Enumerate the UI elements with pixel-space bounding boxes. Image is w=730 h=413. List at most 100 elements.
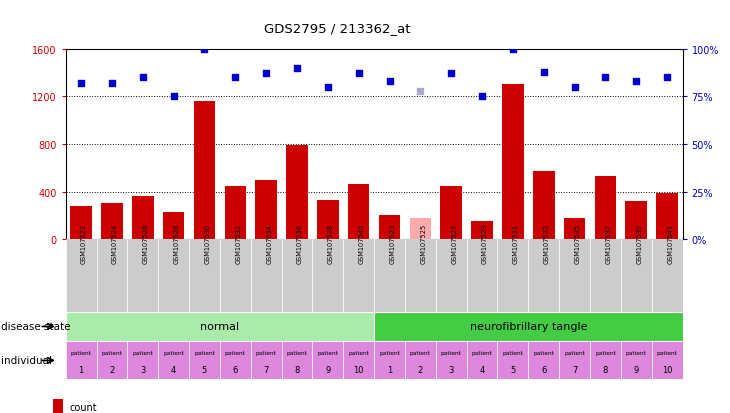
Text: 4: 4 <box>171 366 176 375</box>
Text: GSM107532: GSM107532 <box>235 223 242 263</box>
Point <box>445 71 457 78</box>
Text: 3: 3 <box>140 366 145 375</box>
Bar <box>529 240 559 312</box>
Text: GSM107526: GSM107526 <box>143 223 149 263</box>
Point <box>137 75 149 81</box>
Bar <box>410 219 431 240</box>
Text: count: count <box>69 402 97 412</box>
Text: 2: 2 <box>110 366 115 375</box>
Point <box>538 69 550 76</box>
Point <box>661 75 673 81</box>
Text: 10: 10 <box>662 366 672 375</box>
Text: 3: 3 <box>448 366 454 375</box>
Point <box>569 84 580 91</box>
Bar <box>66 342 96 380</box>
Text: 1: 1 <box>79 366 84 375</box>
Bar <box>626 202 647 240</box>
Text: 9: 9 <box>326 366 331 375</box>
Bar <box>343 240 374 312</box>
Bar <box>66 312 374 342</box>
Bar <box>379 216 400 240</box>
Text: GSM107533: GSM107533 <box>544 223 550 263</box>
Bar <box>595 177 616 240</box>
Text: 1: 1 <box>387 366 392 375</box>
Bar <box>466 240 498 312</box>
Bar <box>251 342 282 380</box>
Bar <box>96 342 128 380</box>
Text: GSM107540: GSM107540 <box>358 223 365 263</box>
Text: patient: patient <box>472 350 493 355</box>
Bar <box>132 197 153 240</box>
Bar <box>128 342 158 380</box>
Text: GSM107524: GSM107524 <box>112 223 118 263</box>
Text: 7: 7 <box>264 366 269 375</box>
Text: 8: 8 <box>294 366 300 375</box>
Text: 2: 2 <box>418 366 423 375</box>
Point <box>415 88 426 95</box>
Bar <box>502 85 523 240</box>
Text: GSM107523: GSM107523 <box>390 223 396 263</box>
Bar <box>312 342 343 380</box>
Bar <box>620 240 652 312</box>
Text: 5: 5 <box>510 366 515 375</box>
Text: patient: patient <box>564 350 585 355</box>
Text: GSM107529: GSM107529 <box>482 223 488 263</box>
Bar <box>498 240 529 312</box>
Point <box>168 94 180 100</box>
Text: patient: patient <box>441 350 461 355</box>
Text: patient: patient <box>379 350 400 355</box>
Text: patient: patient <box>502 350 523 355</box>
Bar <box>348 185 369 240</box>
Text: disease state: disease state <box>1 322 70 332</box>
Bar <box>559 240 590 312</box>
Text: GSM107537: GSM107537 <box>605 223 612 263</box>
Bar <box>312 240 343 312</box>
Bar <box>189 342 220 380</box>
Bar <box>220 240 251 312</box>
Text: individual: individual <box>1 356 52 366</box>
Text: GSM107535: GSM107535 <box>575 223 580 263</box>
Text: 9: 9 <box>634 366 639 375</box>
Bar <box>53 399 63 413</box>
Text: patient: patient <box>595 350 616 355</box>
Point <box>291 65 303 72</box>
Text: patient: patient <box>410 350 431 355</box>
Bar <box>405 240 436 312</box>
Text: patient: patient <box>194 350 215 355</box>
Text: GDS2795 / 213362_at: GDS2795 / 213362_at <box>264 22 411 35</box>
Bar <box>96 240 128 312</box>
Bar <box>101 204 123 240</box>
Text: patient: patient <box>287 350 307 355</box>
Text: patient: patient <box>225 350 246 355</box>
Bar <box>189 240 220 312</box>
Text: patient: patient <box>626 350 647 355</box>
Bar <box>282 240 312 312</box>
Text: GSM107534: GSM107534 <box>266 223 272 263</box>
Text: patient: patient <box>534 350 554 355</box>
Bar <box>66 240 96 312</box>
Point <box>384 78 396 85</box>
Text: 5: 5 <box>202 366 207 375</box>
Bar <box>533 172 555 240</box>
Text: 6: 6 <box>233 366 238 375</box>
Text: 8: 8 <box>603 366 608 375</box>
Text: patient: patient <box>132 350 153 355</box>
Text: patient: patient <box>164 350 184 355</box>
Bar <box>158 240 189 312</box>
Bar <box>405 342 436 380</box>
Text: GSM107525: GSM107525 <box>420 223 426 263</box>
Bar <box>255 180 277 240</box>
Bar <box>466 342 498 380</box>
Text: GSM107530: GSM107530 <box>204 223 210 263</box>
Bar <box>620 342 652 380</box>
Bar <box>251 240 282 312</box>
Bar <box>436 240 466 312</box>
Bar <box>656 193 678 240</box>
Bar <box>440 186 462 240</box>
Bar <box>163 212 185 240</box>
Point <box>322 84 334 91</box>
Point <box>599 75 611 81</box>
Point <box>353 71 364 78</box>
Bar <box>225 186 246 240</box>
Point <box>229 75 241 81</box>
